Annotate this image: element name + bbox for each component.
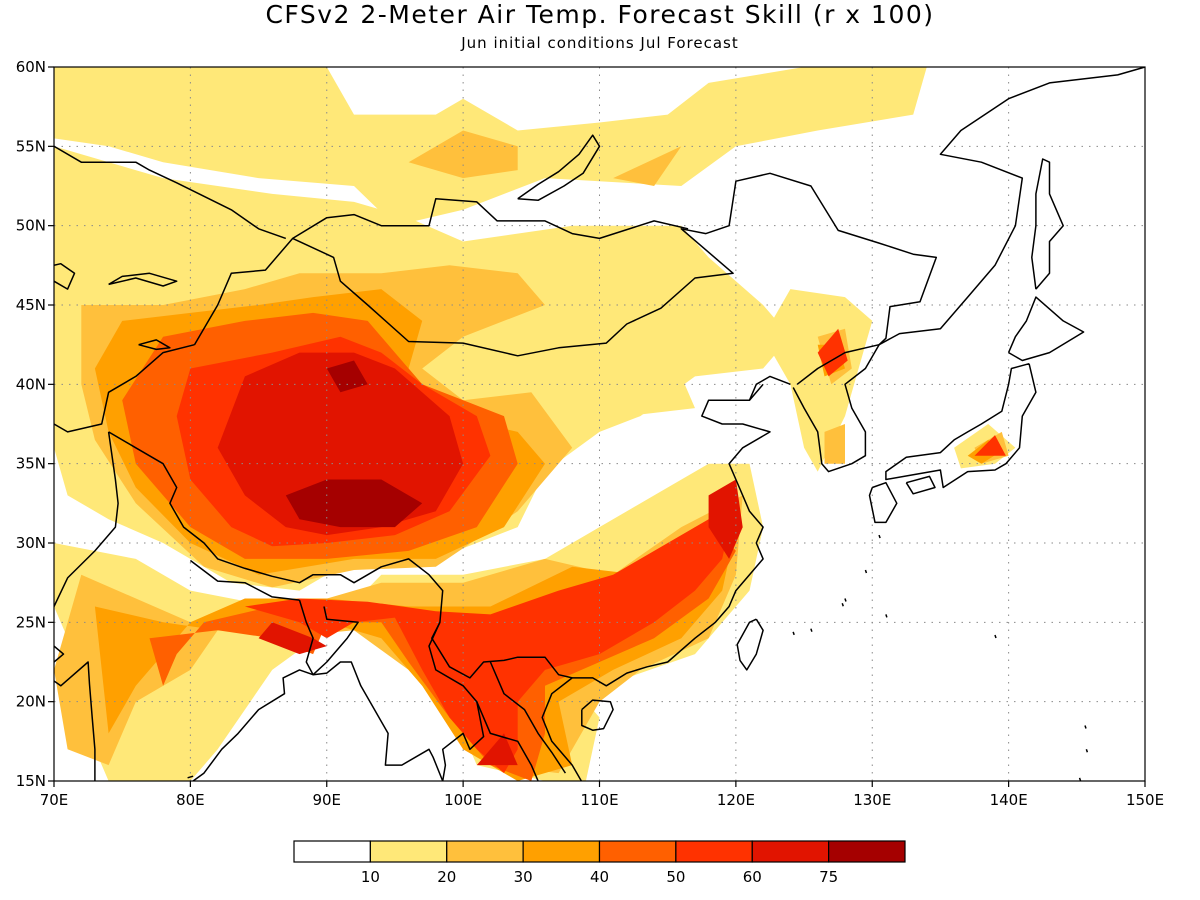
nepal-india-border [189,559,300,601]
hainan [581,699,614,731]
legend-swatch [675,840,753,863]
shikoku [905,475,936,495]
issyk-kul [138,339,171,351]
latitude-label: 50N [16,217,46,235]
hokkaido [1007,296,1085,362]
china-mongolia-border [193,172,938,385]
longitude-label: 70E [40,791,69,809]
myanmar-coast [192,661,444,781]
bangladesh-border [298,599,359,676]
skill-area-thailand [476,733,518,766]
skill-area-tarim-peak [326,360,368,393]
russia-coast [878,67,1145,346]
longitude-label: 110E [580,791,618,809]
skill-area-japan-core [974,435,1006,456]
island-mark [885,614,888,618]
longitude-label: 130E [853,791,891,809]
legend-label: 50 [666,868,685,886]
korea-coast [792,344,880,473]
legend-label: 75 [819,868,838,886]
myanmar-thai-border [428,621,485,781]
mongolia-russia-border [292,197,689,240]
map-subtitle: Jun initial conditions Jul Forecast [461,34,739,52]
longitude-axis: 70E 80E 90E 100E 110E 120E 130E 140E 150E [40,781,1164,809]
sakhalin [1031,158,1064,290]
central-asia-border [54,343,195,433]
legend-label: 40 [590,868,609,886]
legend-swatch [293,840,371,863]
longitude-label: 100E [444,791,482,809]
skill-area-baikal-a [408,130,518,179]
longitude-label: 80E [176,791,205,809]
skill-area-baikal-b [613,146,682,186]
latitude-axis: 15N 20N 25N 30N 35N 40N 45N 50N 55N 60N [16,58,54,790]
island-mark [844,598,847,602]
liaodong-coast [748,375,791,401]
skill-area-south-core [244,519,730,774]
gujarat-coast [54,645,65,663]
latitude-label: 35N [16,455,46,473]
island-mark [1078,777,1082,781]
island-mark [1085,749,1089,753]
island-mark [841,603,844,607]
island-mark [1084,725,1087,729]
kazakh-border [54,145,287,240]
latitude-label: 25N [16,613,46,631]
legend-swatch [446,840,524,863]
longitude-label: 140E [990,791,1028,809]
legend-swatch [369,840,448,863]
skill-contour-layer [54,67,1016,781]
taiwan [736,618,764,671]
aral-region [54,262,76,290]
legend-swatch [522,840,601,863]
longitude-label: 120E [717,791,755,809]
lake-balkhash [108,272,178,287]
legend-label: 20 [437,868,456,886]
island-mark [864,569,868,574]
island-mark [878,534,881,539]
skill-area-north-china [613,376,695,417]
legend-label: 10 [361,868,380,886]
legend-swatch [828,840,906,863]
skill-area-skorea [824,424,845,464]
kyushu-shikoku [868,481,898,524]
coastline-boundary-layer [54,67,1145,781]
india-west-coast [54,661,96,781]
longitude-label: 90E [312,791,341,809]
india-pakistan-border [54,431,119,607]
island-mark [792,631,795,636]
latitude-label: 60N [16,58,46,76]
color-legend: 10 20 30 40 50 60 75 [293,840,906,886]
longitude-label: 150E [1126,791,1164,809]
china-india-border [108,431,573,679]
skill-area-yangtze [708,479,743,559]
latitude-label: 55N [16,137,46,155]
skill-area-bengal [258,622,327,655]
laos-thai-border [476,701,539,781]
skill-area-tibet-core [217,352,464,536]
legend-swatch [598,840,677,863]
latitude-label: 15N [16,772,46,790]
latitude-label: 20N [16,693,46,711]
sri-lanka-top [187,775,194,779]
laos-vietnam-border [489,661,567,774]
honshu [885,362,1037,489]
legend-swatch [751,840,830,863]
legend-label: 30 [514,868,533,886]
lake-baikal [517,134,601,202]
latitude-label: 40N [16,375,46,393]
latitude-label: 30N [16,534,46,552]
island-mark [994,634,997,639]
latitude-label: 45N [16,296,46,314]
legend-label: 60 [743,868,762,886]
skill-area-tibet-peak [285,479,423,528]
island-mark [810,628,813,632]
china-coast [541,383,771,781]
map-title: CFSv2 2-Meter Air Temp. Forecast Skill (… [265,0,935,29]
